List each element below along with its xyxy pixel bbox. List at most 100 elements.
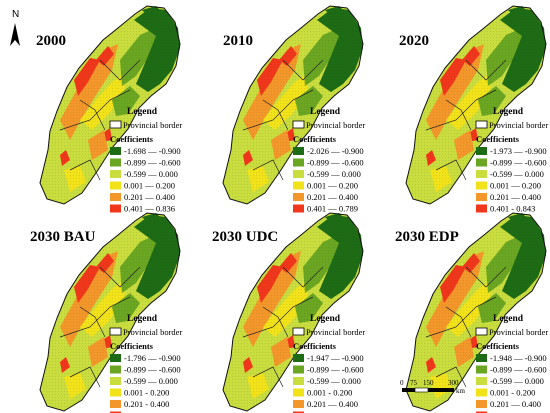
region-outline [405, 5, 547, 205]
legend-swatch [110, 354, 121, 362]
north-arrow: N [10, 9, 20, 46]
panel-title: 2000 [36, 33, 66, 49]
scale-bar-seg-2 [414, 387, 429, 393]
legend-class-label: 0.201 — 0.400 [490, 192, 541, 202]
panel-title: 2020 [399, 33, 429, 49]
region-outline [405, 212, 547, 412]
legend-title: Legend [493, 107, 524, 117]
legend-coef-label: Coefficients [110, 341, 154, 351]
legend-title: Legend [127, 107, 158, 117]
legend-swatch [110, 411, 121, 413]
legend-swatch [110, 204, 121, 213]
legend-border-swatch [292, 120, 305, 129]
provincial-border [59, 59, 141, 181]
grid-texture [223, 6, 363, 204]
map-panel: 2020 Legend Provincial border Coefficients -… [399, 5, 548, 214]
region-outline [39, 5, 181, 205]
region-outline [222, 212, 364, 412]
legend-border-label: Provincial border [306, 120, 365, 130]
legend-swatch [293, 377, 304, 385]
map-panel: 2010 Legend Provincial border Coefficients -… [222, 5, 365, 214]
legend: Legend Provincial border Coefficients -1.69… [109, 107, 182, 214]
legend-title: Legend [310, 107, 341, 117]
legend: Legend Provincial border Coefficients -2.02… [292, 107, 365, 214]
map-region [39, 212, 181, 412]
legend-class-label: 0.201 — 0.400 [490, 399, 541, 409]
legend-class-label: -0.899 — -0.600 [490, 158, 547, 168]
legend-class-label: 0.001 - 0.200 [307, 388, 352, 398]
legend-title: Legend [493, 314, 524, 324]
region-outline [222, 5, 364, 205]
north-arrow-icon [10, 23, 20, 46]
legend-class-label: -1.796 — -0.900 [124, 353, 181, 363]
provincial-border [59, 266, 141, 388]
legend-class-label: -2.026 — -0.900 [307, 146, 364, 156]
panel-title: 2010 [223, 33, 253, 49]
legend-swatch [293, 204, 304, 213]
legend-swatch [293, 170, 304, 178]
map-region [222, 212, 364, 412]
legend-swatch [110, 147, 121, 155]
provincial-border [242, 266, 324, 388]
legend-swatch [110, 388, 121, 397]
legend-swatch [293, 354, 304, 362]
legend-coef-label: Coefficients [110, 134, 154, 144]
grid-texture [223, 213, 363, 411]
legend-class-label: -0.599 — 0.000 [124, 376, 178, 386]
legend-swatch [476, 388, 487, 397]
legend-border-label: Provincial border [123, 120, 182, 130]
legend-swatch [293, 193, 304, 201]
legend-class-label: -1.948 — -0.900 [490, 353, 547, 363]
panel-title: 2030 UDC [212, 229, 278, 245]
legend-swatch [476, 147, 487, 155]
legend-swatch [110, 193, 121, 201]
legend-border-label: Provincial border [489, 327, 548, 337]
legend-coef-label: Coefficients [293, 134, 337, 144]
map-region [405, 5, 547, 205]
legend-swatch [293, 158, 304, 167]
legend-swatch [110, 377, 121, 385]
legend-class-label: 0.401 — 0.986 [124, 411, 175, 413]
legend-border-swatch [475, 120, 488, 129]
legend-swatch [476, 365, 487, 374]
map-panel: 2030 UDC Legend Provincial border Coefficie… [212, 212, 365, 413]
provincial-border [242, 59, 324, 181]
legend-title: Legend [127, 314, 158, 324]
legend-swatch [110, 158, 121, 167]
north-arrow-label: N [12, 9, 19, 20]
legend-class-label: 0.201 — 0.400 [307, 192, 358, 202]
legend-swatch [476, 377, 487, 385]
legend-class-label: -0.599 — 0.000 [307, 169, 361, 179]
legend-class-label: 0.001 — 0.200 [490, 181, 541, 191]
legend-class-label: 0.001 - 0.200 [124, 388, 169, 398]
legend-swatch [476, 204, 487, 213]
panel-title: 2030 EDP [395, 229, 459, 245]
legend-border-swatch [292, 327, 305, 336]
legend-class-label: -0.899 — -0.600 [124, 365, 181, 375]
legend-swatch [110, 400, 121, 408]
map-region [405, 212, 547, 412]
legend-class-label: -1.698 — -0.900 [124, 146, 181, 156]
legend-class-label: -0.599 — 0.000 [490, 376, 544, 386]
legend-class-label: 0.401 — 0.857 [490, 411, 541, 413]
legend-class-label: 0.201 - 0.400 [124, 399, 169, 409]
map-panel: 2030 EDP Legend Provincial border Coefficie… [395, 212, 548, 413]
provincial-border [425, 59, 507, 181]
scale-bar-seg-3 [428, 388, 454, 392]
scale-bar-seg-1 [402, 388, 415, 392]
legend-class-label: -0.599 — 0.000 [490, 169, 544, 179]
legend-swatch [476, 158, 487, 167]
legend-coef-label: Coefficients [476, 134, 520, 144]
legend-swatch [293, 411, 304, 413]
legend-class-label: -0.599 — 0.000 [307, 376, 361, 386]
legend-swatch [476, 400, 487, 408]
legend-swatch [476, 193, 487, 201]
legend-coef-label: Coefficients [476, 341, 520, 351]
legend-class-label: -0.899 — -0.600 [124, 158, 181, 168]
legend-class-label: 0.401 — 0.836 [124, 204, 175, 214]
legend-swatch [293, 181, 304, 190]
legend-class-label: -1.947 — -0.900 [307, 353, 364, 363]
legend-class-label: -0.899 — -0.600 [490, 365, 547, 375]
legend-swatch [476, 354, 487, 362]
